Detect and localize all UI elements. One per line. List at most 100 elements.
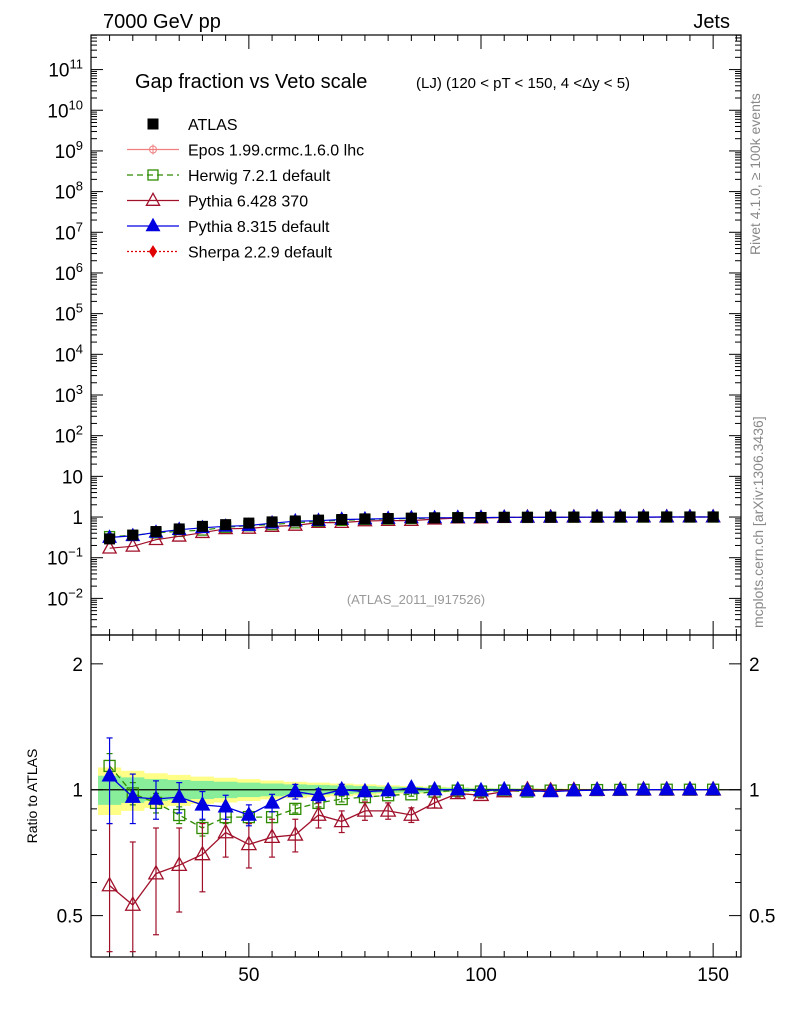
legend-marker (147, 118, 159, 130)
ratio-point (496, 780, 513, 796)
main-ytick-exponent: 4 (76, 341, 83, 356)
ratio-ytick-label-right: 2 (749, 655, 760, 676)
legend-label: Pythia 6.428 370 (188, 194, 308, 211)
main-ytick-label: 109 (55, 138, 83, 163)
main-ytick-label: 103 (55, 382, 83, 407)
main-ytick-exponent: −2 (68, 585, 83, 600)
main-ytick-label: 104 (55, 341, 83, 366)
ratio-line-herwig (109, 765, 714, 829)
chart-title: Gap fraction vs Veto scale (135, 71, 367, 93)
main-ytick-exponent: 9 (76, 138, 83, 153)
ratio-point (333, 812, 350, 828)
xtick-label: 100 (465, 965, 497, 986)
ratio-point (287, 782, 304, 798)
main-ytick-label: 108 (55, 179, 83, 204)
main-point (148, 531, 164, 546)
legend: ATLAS Epos 1.99.crmc.1.6.0 lhc Herwig 7.2.… (127, 117, 364, 262)
main-ytick-label: 1011 (48, 57, 83, 82)
ratio-point (264, 794, 281, 809)
main-point-atlas (104, 533, 116, 545)
main-point-atlas (243, 517, 255, 529)
main-point-atlas (220, 519, 232, 531)
main-ytick-label: 107 (55, 219, 83, 244)
ratio-point (542, 782, 559, 798)
ratio-point (612, 781, 629, 796)
analysis-watermark: (ATLAS_2011_I917526) (347, 592, 485, 607)
ratio-ylabel: Ratio to ATLAS (24, 749, 40, 844)
ratio-point (240, 835, 258, 851)
legend-item: Epos 1.99.crmc.1.6.0 lhc (127, 143, 364, 160)
main-ytick-label: 10−2 (47, 585, 83, 610)
main-point-atlas (614, 511, 626, 523)
ratio-point (333, 780, 350, 796)
main-ytick-exponent: 3 (76, 382, 83, 397)
legend-item: Pythia 8.315 default (127, 217, 330, 236)
ratio-point (426, 780, 443, 796)
main-ytick-label: 10 (62, 467, 83, 488)
ratio-point (356, 801, 374, 817)
main-ytick-exponent: 7 (76, 219, 83, 234)
ratio-point (170, 856, 188, 872)
main-point-atlas (498, 511, 510, 523)
legend-item: Pythia 6.428 370 (127, 191, 308, 211)
main-ytick-exponent: 6 (76, 260, 83, 275)
chart-subtitle: (LJ) (120 < pT < 150, 4 <Δy < 5) (416, 75, 630, 92)
ratio-point (194, 845, 211, 861)
ratio-point (565, 781, 582, 797)
ratio-point (473, 781, 489, 797)
main-point-atlas (313, 514, 324, 526)
legend-label: Epos 1.99.crmc.1.6.0 lhc (188, 143, 364, 160)
legend-marker (145, 217, 161, 232)
main-point (171, 527, 187, 542)
mcplots-label: mcplots.cern.ch [arXiv:1306.3436] (750, 416, 766, 628)
ratio-panel: 0.5 0.5 1 1 2 2 50 100 150 (57, 621, 775, 986)
ratio-point (124, 788, 141, 803)
ratio-point (519, 781, 536, 797)
legend-item: Sherpa 2.2.9 default (127, 245, 333, 262)
main-point-atlas (289, 515, 301, 527)
legend-marker (147, 169, 159, 181)
main-point-atlas (359, 513, 371, 525)
main-point-atlas (475, 511, 487, 523)
main-point-atlas (684, 511, 696, 523)
legend-label: Sherpa 2.2.9 default (188, 245, 333, 262)
main-point-atlas (545, 511, 557, 523)
header-left: 7000 GeV pp (103, 11, 221, 33)
ratio-point (379, 801, 397, 817)
main-point-atlas (568, 511, 580, 523)
main-ytick-exponent: 8 (76, 179, 83, 194)
ratio-point (101, 876, 118, 892)
main-point-atlas (150, 526, 162, 538)
ratio-point (194, 796, 211, 811)
ratio-point (658, 780, 675, 796)
ratio-ytick-label: 2 (72, 655, 83, 676)
main-point-atlas (707, 511, 719, 523)
ratio-point (148, 790, 164, 805)
ratio-point (171, 788, 188, 803)
legend-marker (148, 245, 158, 258)
main-ytick-exponent: 2 (76, 423, 83, 438)
ratio-point (589, 781, 606, 796)
ratio-point (217, 823, 234, 839)
main-point-atlas (336, 513, 348, 525)
ratio-point (124, 895, 142, 911)
xtick-label: 50 (238, 965, 259, 986)
main-point-atlas (521, 511, 533, 523)
ratio-point (240, 806, 257, 821)
ratio-point (426, 793, 443, 809)
ratio-point (287, 825, 304, 841)
ratio-ytick-label-right: 0.5 (749, 907, 775, 928)
main-ytick-label: 1010 (47, 97, 83, 122)
main-point-atlas (591, 511, 603, 523)
main-ytick-label: 10−1 (47, 545, 83, 570)
main-ytick-exponent: 10 (69, 97, 83, 112)
ratio-ytick-label: 0.5 (57, 907, 83, 928)
main-ytick-exponent: −1 (68, 545, 83, 560)
main-point-atlas (661, 511, 673, 523)
main-ytick-label: 105 (55, 301, 83, 326)
main-ytick-label: 1 (72, 508, 83, 529)
main-ytick-exponent: 11 (70, 57, 84, 72)
ratio-point (147, 864, 165, 880)
ratio-point (263, 828, 281, 844)
ratio-point (380, 781, 397, 797)
